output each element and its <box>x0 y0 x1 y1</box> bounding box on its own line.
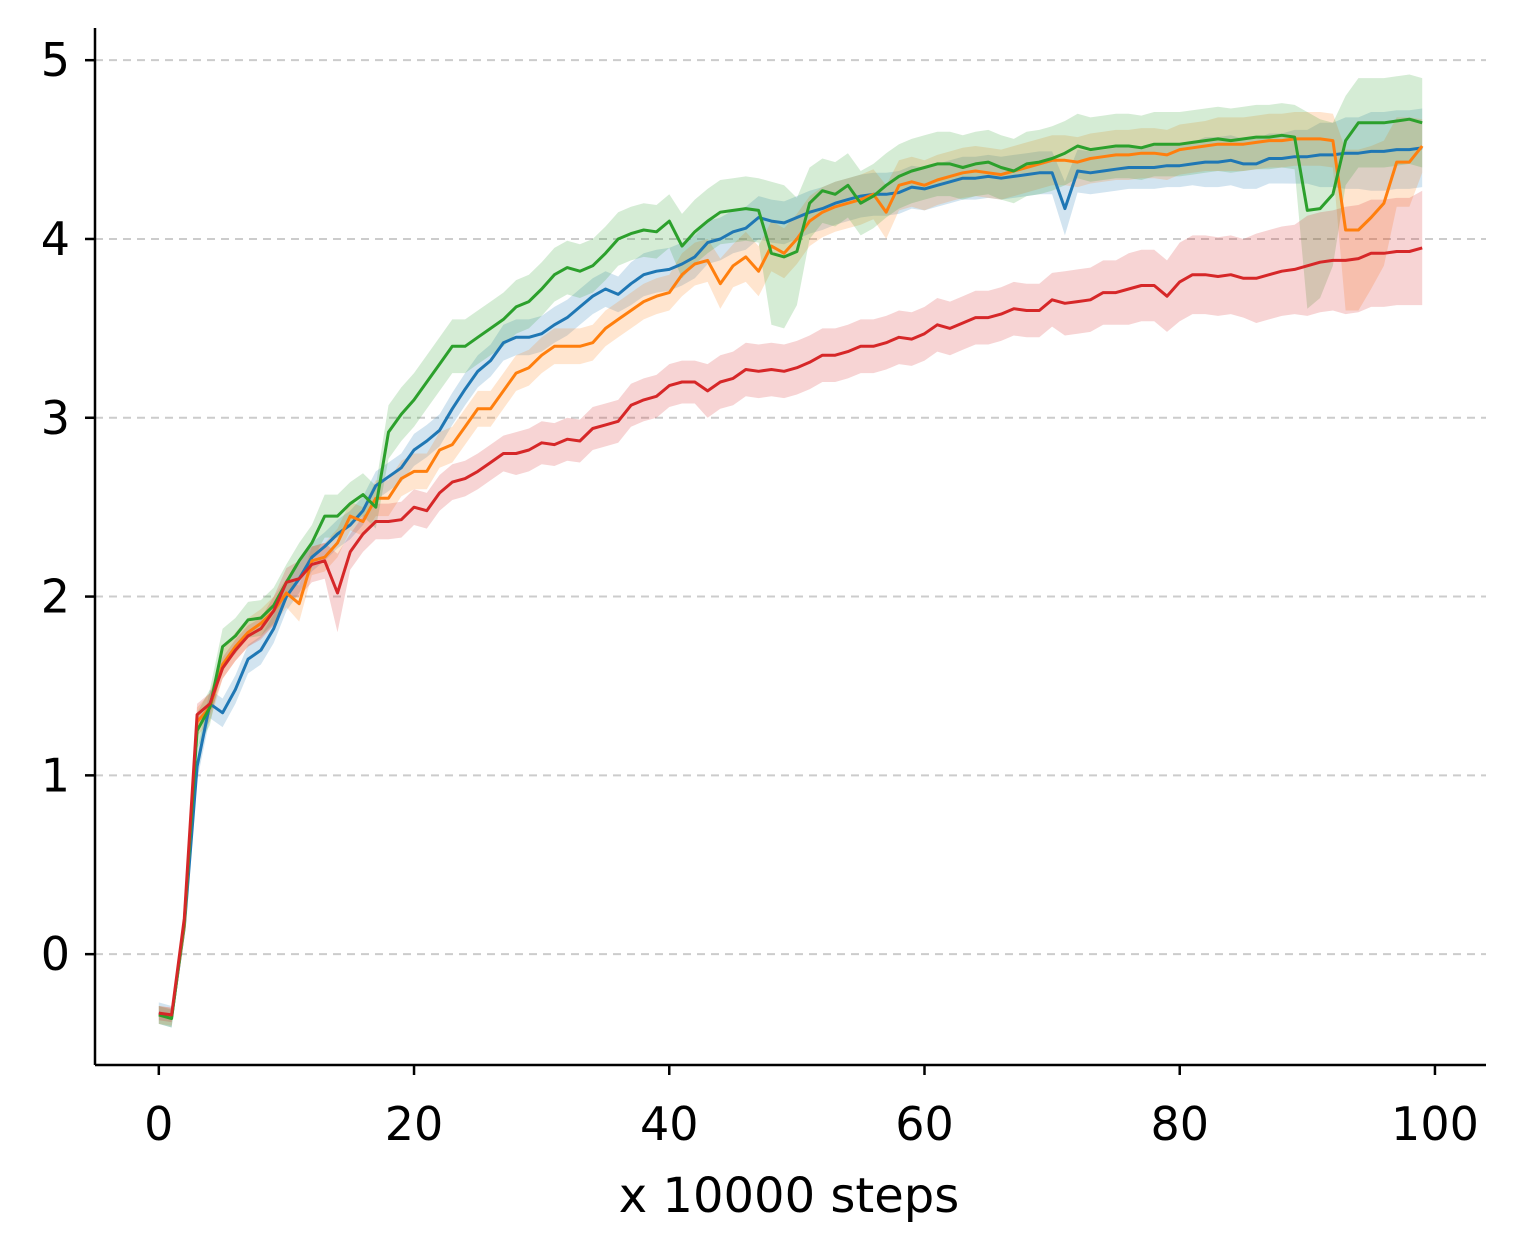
y-tick-label-5: 5 <box>41 33 70 87</box>
horizontal-gridlines <box>95 59 1486 956</box>
series-4-line <box>158 246 1423 1017</box>
series-3-band <box>158 74 1423 1028</box>
x-tick-label-80: 80 <box>1150 1097 1209 1151</box>
confidence-bands <box>158 74 1423 1028</box>
x-tick-label-60: 60 <box>895 1097 954 1151</box>
tick-labels: 0 1 2 3 4 5 0 20 40 60 80 100 <box>41 33 1479 1151</box>
x-tick-label-0: 0 <box>144 1097 173 1151</box>
y-tick-label-0: 0 <box>41 927 70 981</box>
x-tick-label-40: 40 <box>640 1097 699 1151</box>
y-tick-label-2: 2 <box>41 570 70 624</box>
y-tick-label-4: 4 <box>41 212 70 266</box>
series-2-line <box>158 137 1424 1019</box>
x-axis-title: x 10000 steps <box>619 1168 959 1224</box>
series-lines <box>158 117 1424 1020</box>
series-4-band <box>158 190 1423 1023</box>
x-tick-label-20: 20 <box>385 1097 444 1151</box>
series-1-line <box>158 146 1423 1019</box>
y-tick-label-3: 3 <box>41 391 70 445</box>
y-tick-label-1: 1 <box>41 748 70 802</box>
x-tick-label-100: 100 <box>1391 1097 1479 1151</box>
axes <box>85 28 1486 1075</box>
series-3-line <box>158 117 1423 1020</box>
